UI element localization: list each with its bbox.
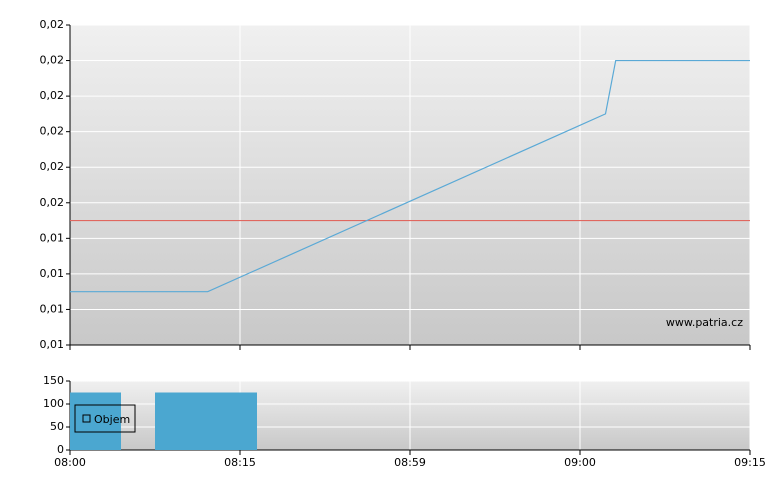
y-tick-label: 0,01 bbox=[40, 302, 65, 315]
y-tick-label: 0,01 bbox=[40, 267, 65, 280]
volume-bar bbox=[70, 392, 121, 450]
legend-box bbox=[74, 404, 136, 433]
x-tick-label: 09:00 bbox=[564, 456, 596, 469]
y-tick-label: 0,02 bbox=[40, 54, 65, 67]
x-tick-label: 09:15 bbox=[734, 456, 766, 469]
x-tick-label: 08:15 bbox=[224, 456, 256, 469]
y-tick-label: 50 bbox=[50, 420, 64, 433]
y-tick-label: 150 bbox=[43, 374, 64, 387]
y-tick-label: 0,02 bbox=[40, 125, 65, 138]
y-tick-label: 0,02 bbox=[40, 89, 65, 102]
y-tick-label: 100 bbox=[43, 397, 64, 410]
watermark: www.patria.cz bbox=[666, 316, 743, 329]
y-tick-label: 0,01 bbox=[40, 338, 65, 351]
volume-bar bbox=[155, 392, 257, 450]
y-tick-label: 0,02 bbox=[40, 18, 65, 31]
y-tick-label: 0,01 bbox=[40, 231, 65, 244]
price-line bbox=[70, 59, 750, 293]
legend-swatch bbox=[82, 414, 91, 423]
legend-label: Objem bbox=[94, 413, 130, 426]
x-tick-label: 08:59 bbox=[394, 456, 426, 469]
y-tick-label: 0,02 bbox=[40, 160, 65, 173]
y-tick-label: 0,02 bbox=[40, 196, 65, 209]
x-tick-label: 08:00 bbox=[54, 456, 86, 469]
y-tick-label: 0 bbox=[57, 443, 64, 456]
